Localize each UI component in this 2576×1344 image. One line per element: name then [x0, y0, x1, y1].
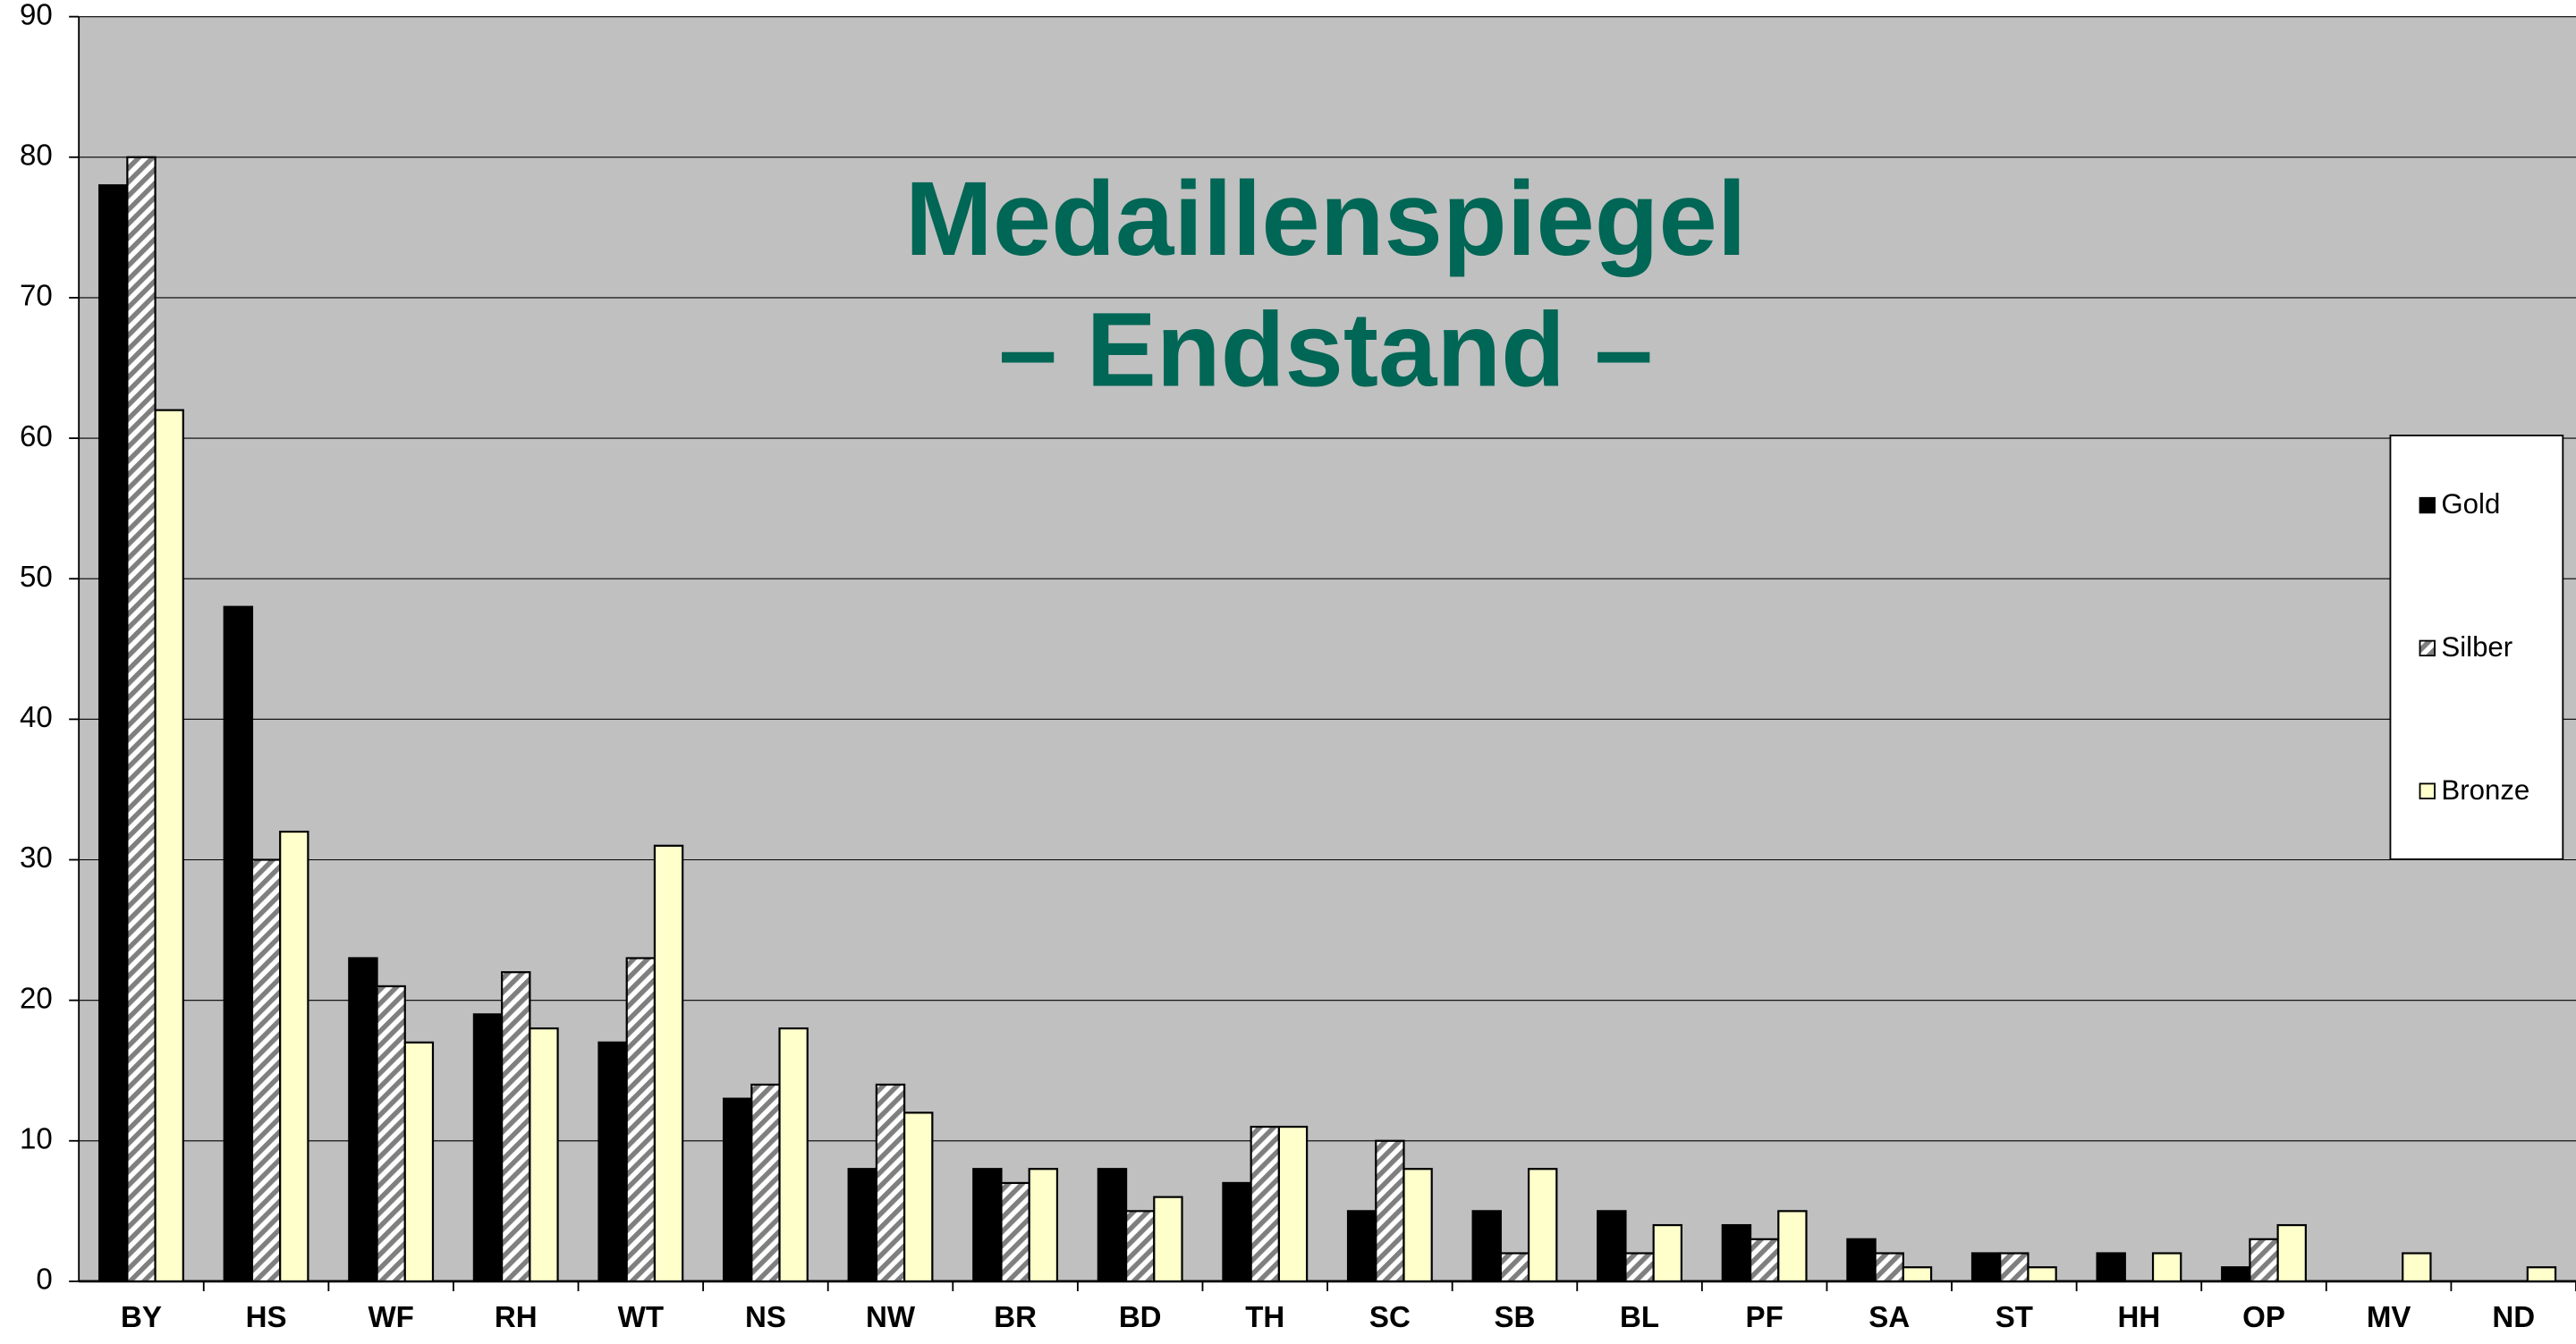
bar [653, 844, 684, 1283]
x-tick-label: BL [1620, 1301, 1659, 1334]
x-tick-label: PF [1746, 1301, 1784, 1334]
chart-title: Medaillenspiegel [905, 160, 1747, 277]
bar [1777, 1210, 1808, 1283]
bar [2249, 1238, 2279, 1283]
x-tick-label: MV [2367, 1301, 2411, 1334]
bar [501, 971, 531, 1283]
bar [1902, 1266, 1933, 1283]
x-tick-label: HH [2118, 1301, 2161, 1334]
x-tick-label: SB [1495, 1301, 1536, 1334]
bar [154, 409, 184, 1283]
x-tick-label: ND [2492, 1301, 2535, 1334]
bar [1471, 1210, 1502, 1283]
bar [722, 1097, 753, 1283]
bar [1846, 1238, 1877, 1283]
bar [972, 1168, 1003, 1283]
bar [98, 184, 129, 1283]
legend-label: Silber [2441, 631, 2512, 663]
legend-swatch [2419, 782, 2436, 799]
bar [1375, 1139, 1405, 1283]
x-tick-label: WF [368, 1301, 413, 1334]
bar [1597, 1210, 1627, 1283]
y-tick-label: 40 [20, 701, 53, 734]
bar [1874, 1252, 1904, 1283]
bar [1749, 1238, 1780, 1283]
bar [778, 1027, 809, 1283]
bar [750, 1083, 781, 1283]
x-tick-label: BY [121, 1301, 162, 1334]
legend-label: Gold [2441, 488, 2500, 520]
x-tick-label: ST [1996, 1301, 2033, 1334]
bar [1250, 1125, 1280, 1283]
bar [1527, 1168, 1558, 1283]
bar [1624, 1252, 1655, 1283]
x-tick-label: RH [495, 1301, 538, 1334]
x-tick-label: SA [1868, 1301, 1910, 1334]
bar [472, 1013, 504, 1283]
y-tick-label: 30 [20, 841, 53, 875]
y-tick-label: 60 [20, 420, 53, 453]
bar [348, 957, 378, 1283]
bar [2151, 1252, 2182, 1283]
x-tick-label: TH [1245, 1301, 1284, 1334]
bar [529, 1027, 559, 1283]
bar [1970, 1252, 2002, 1283]
bar [279, 830, 309, 1283]
bar [2027, 1266, 2057, 1283]
bar [126, 156, 157, 1283]
bar [1499, 1252, 1530, 1283]
y-tick-label: 90 [20, 0, 53, 31]
legend-label: Bronze [2441, 774, 2529, 806]
bar [1652, 1223, 1682, 1283]
x-tick-label: BR [994, 1301, 1037, 1334]
bar [1097, 1168, 1128, 1283]
y-tick-label: 50 [20, 561, 53, 594]
bar [403, 1041, 435, 1283]
x-tick-label: OP [2242, 1301, 2285, 1334]
bar [1346, 1210, 1377, 1283]
bar [1721, 1223, 1752, 1283]
x-tick-label: BD [1119, 1301, 1162, 1334]
bar [2096, 1252, 2126, 1283]
bar [875, 1083, 906, 1283]
bar [2276, 1223, 2307, 1283]
chart-subtitle: – Endstand – [998, 292, 1653, 409]
bar [1028, 1168, 1059, 1283]
bar [1000, 1181, 1030, 1283]
x-tick-label: NW [866, 1301, 916, 1334]
x-tick-label: SC [1369, 1301, 1411, 1334]
bar [903, 1112, 934, 1283]
bar [1999, 1252, 2029, 1283]
bar [1222, 1181, 1252, 1283]
legend-swatch [2419, 639, 2436, 657]
bar [223, 605, 254, 1283]
y-tick-label: 10 [20, 1123, 53, 1156]
bar [625, 957, 657, 1283]
legend-swatch [2419, 496, 2436, 514]
x-tick-label: WT [618, 1301, 664, 1334]
bar [2221, 1266, 2251, 1283]
bar [2402, 1252, 2432, 1283]
y-tick-label: 20 [20, 982, 53, 1015]
bar [1153, 1196, 1183, 1283]
x-tick-label: HS [246, 1301, 287, 1334]
bar [1277, 1125, 1309, 1283]
bar [2526, 1266, 2557, 1283]
x-tick-label: NS [745, 1301, 786, 1334]
y-tick-label: 0 [36, 1264, 52, 1297]
y-tick-label: 70 [20, 280, 53, 313]
bar [376, 985, 406, 1283]
bar [250, 858, 282, 1283]
bar [1124, 1210, 1156, 1283]
bar [1402, 1168, 1433, 1283]
bar [847, 1168, 877, 1283]
y-tick-label: 80 [20, 139, 53, 173]
bar [597, 1041, 628, 1283]
